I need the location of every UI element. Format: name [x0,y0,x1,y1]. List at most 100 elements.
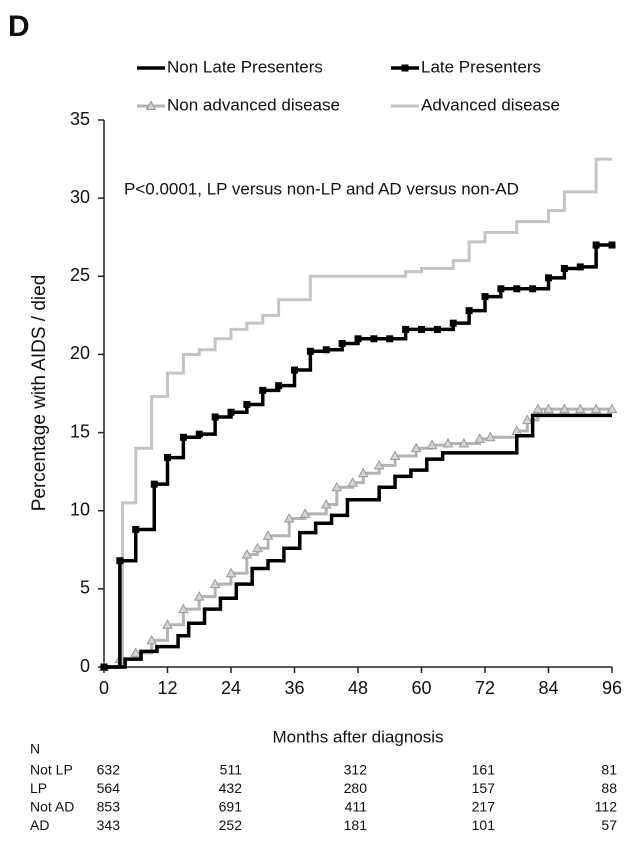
series-line [104,157,612,669]
x-tick-label: 60 [411,678,431,698]
data-point [418,325,425,333]
data-point [532,403,544,414]
series-line [104,243,612,669]
data-point [357,467,369,478]
x-tick-label: 96 [602,678,622,698]
risk-row-label: Not AD [30,799,74,815]
risk-row-label: LP [30,780,47,796]
risk-value: 632 [97,762,121,778]
data-point [259,386,267,394]
legend-label: Advanced disease [421,95,560,114]
data-point [606,403,618,414]
data-point [132,525,140,533]
risk-value: 217 [472,799,496,815]
risk-value: 157 [472,780,496,796]
data-point [559,403,570,414]
y-tick-label: 25 [70,265,90,285]
data-point [592,241,600,249]
data-point [433,325,441,333]
data-point [283,513,295,523]
y-axis-label: Percentage with AIDS / died [29,275,50,512]
series-line [104,407,612,669]
data-point [545,274,552,282]
data-point [291,366,298,374]
data-point [164,454,171,462]
risk-value: 252 [219,817,243,833]
risk-value: 411 [345,799,368,815]
risk-value: 181 [344,817,368,833]
risk-value: 312 [344,762,368,778]
data-point [209,578,221,589]
x-tick-label: 48 [348,678,368,698]
data-point [347,477,359,487]
data-point [227,408,235,416]
data-point [195,430,203,438]
data-point [410,442,422,453]
data-point [275,382,283,390]
data-point [389,450,401,461]
x-tick-label: 72 [475,678,495,698]
data-point [193,591,205,601]
data-point [442,437,454,448]
risk-value: 853 [97,799,121,815]
data-point [386,335,394,343]
risk-value: 343 [97,817,121,833]
data-point [529,285,537,293]
y-tick-label: 20 [70,343,90,363]
data-point [162,619,173,629]
y-tick-label: 5 [80,578,90,598]
data-point [426,439,438,450]
risk-value: 101 [472,817,496,833]
x-tick-label: 12 [157,678,177,698]
data-point [338,339,346,347]
data-point [241,548,253,559]
y-tick-label: 15 [70,421,90,441]
data-point [560,264,568,272]
data-point [116,557,124,565]
y-tick-label: 30 [70,187,90,207]
data-point [150,480,158,488]
data-point [211,413,219,421]
data-point [354,335,362,343]
data-point [574,403,586,414]
x-tick-label: 24 [221,678,241,698]
legend-label: Non advanced disease [167,95,340,114]
risk-value: 564 [97,780,121,796]
risk-value: 691 [219,799,243,815]
data-point [252,542,263,553]
x-tick-label: 0 [99,678,109,698]
y-tick-label: 0 [80,656,90,676]
risk-row-label: AD [30,817,49,833]
data-point [299,508,311,518]
data-point [179,433,187,441]
data-point [243,400,251,408]
data-point [370,335,378,343]
data-point [497,285,505,293]
data-point [484,431,496,442]
data-point [100,663,108,671]
data-point [130,647,142,657]
risk-table-title: N [30,741,40,757]
risk-value: 57 [601,817,617,833]
data-point [320,498,332,509]
series-line [104,413,612,669]
data-point [306,347,314,355]
risk-value: 88 [601,780,617,796]
legend-marker [145,100,157,110]
data-point [590,403,602,414]
risk-row-label: Not LP [30,762,73,778]
legend-label: Non Late Presenters [167,57,323,76]
data-point [481,293,489,301]
data-point [465,307,473,315]
risk-value: 511 [220,762,243,778]
x-axis-label: Months after diagnosis [272,727,443,746]
annotation: P<0.0001, LP versus non-LP and AD versus… [124,179,519,198]
data-point [449,319,457,327]
risk-value: 112 [595,799,618,815]
y-tick-label: 35 [70,109,90,129]
data-point [521,414,533,425]
legend-label: Late Presenters [421,57,541,76]
data-point [225,567,237,578]
risk-value: 280 [344,780,368,796]
